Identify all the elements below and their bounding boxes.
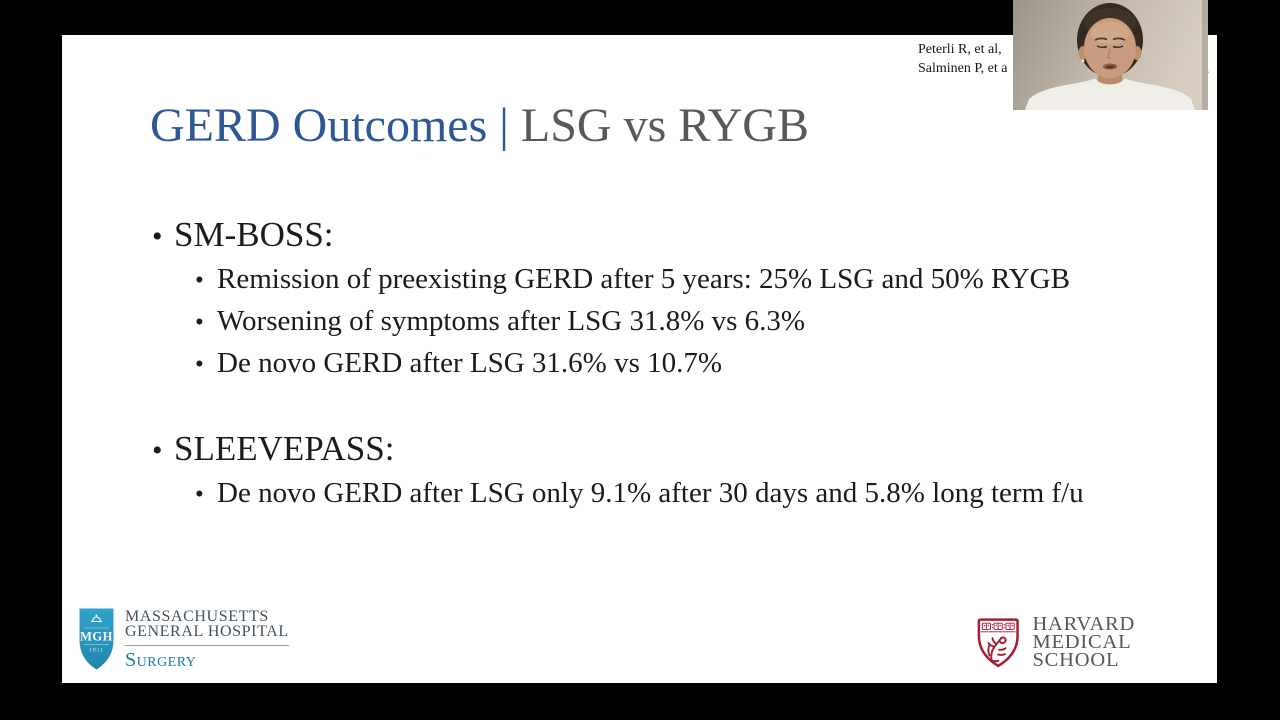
bullet-item-text: De novo GERD after LSG only 9.1% after 3… [217, 477, 1084, 509]
bullet-icon: • [195, 267, 204, 294]
citation: Peterli R, et al, Salminen P, et a [918, 40, 1007, 78]
citation-line-2: Salminen P, et a [918, 61, 1008, 76]
section-sleevepass: • SLEEVEPASS: • De novo GERD after LSG o… [152, 427, 1182, 515]
bullet-icon: • [195, 481, 204, 508]
bullet-item-text: De novo GERD after LSG 31.6% vs 10.7% [217, 347, 723, 379]
mgh-shield-year: 1811 [89, 648, 104, 654]
harvard-logo: HARVARD MEDICAL SCHOOL [976, 613, 1217, 671]
mgh-department: Surgery [125, 649, 197, 671]
citation-line-1: Peterli R, et al, [918, 42, 1002, 57]
harvard-shield-icon [977, 617, 1019, 667]
slide-title: GERD Outcomes | LSG vs RYGB [150, 100, 809, 152]
bullet-item-text: Remission of preexisting GERD after 5 ye… [217, 263, 1070, 295]
harvard-name-line: HARVARD [1032, 613, 1136, 635]
slide-background: Peterli R, et al, Salminen P, et a . GER… [62, 35, 1217, 683]
presenter-illustration [1013, 0, 1208, 110]
harvard-name-line: MEDICAL SCHOOL [1032, 631, 1131, 671]
mgh-logo: MGH 1811 MASSACHUSETTS GENERAL HOSPITAL … [78, 607, 289, 672]
bullet-icon: • [152, 434, 163, 467]
section-heading: SM-BOSS: [174, 215, 334, 254]
bullet-icon: • [195, 309, 204, 336]
mgh-divider [125, 645, 289, 646]
bullet-item-text: Worsening of symptoms after LSG 31.8% vs… [217, 305, 806, 337]
bullet-icon: • [152, 220, 163, 253]
mgh-name-line: MASSACHUSETTS [125, 608, 269, 625]
bullet-icon: • [195, 351, 204, 378]
section-heading: SLEEVEPASS: [174, 429, 395, 468]
section-sm-boss: • SM-BOSS: • Remission of preexisting GE… [152, 213, 1182, 385]
title-secondary: LSG vs RYGB [508, 99, 809, 152]
mgh-name-line: GENERAL HOSPITAL [125, 623, 289, 640]
mgh-shield-acronym: MGH [80, 630, 113, 644]
presenter-webcam [1013, 0, 1208, 110]
mgh-shield-icon: MGH 1811 [79, 608, 114, 670]
title-primary: GERD Outcomes | [150, 99, 509, 152]
